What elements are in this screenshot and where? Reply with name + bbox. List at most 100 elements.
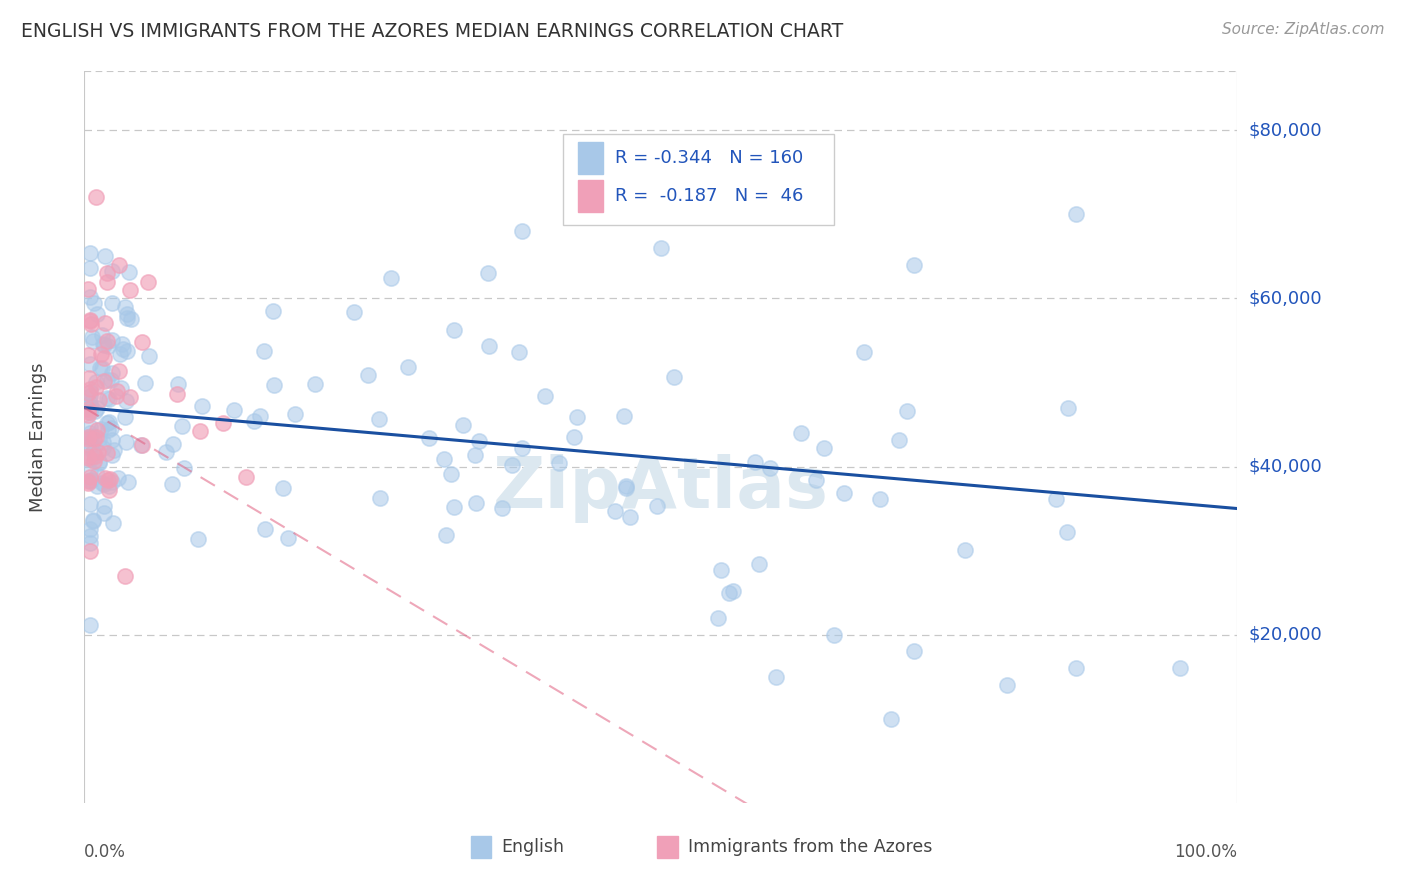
Point (96, 417, 118, 431)
Point (155, 445, 177, 459)
Text: $60,000: $60,000 (1249, 289, 1322, 308)
Point (83, 296, 105, 310)
Point (534, 389, 557, 403)
Text: ENGLISH VS IMMIGRANTS FROM THE AZORES MEDIAN EARNINGS CORRELATION CHART: ENGLISH VS IMMIGRANTS FROM THE AZORES ME… (21, 22, 844, 41)
Point (79, 400, 101, 414)
Point (1057, 401, 1080, 416)
Point (93, 374, 115, 388)
Point (508, 345, 530, 359)
Point (478, 339, 501, 353)
Point (76, 432, 98, 446)
Point (370, 491, 392, 505)
Point (443, 500, 465, 514)
Point (1064, 661, 1087, 675)
Point (434, 528, 457, 542)
Point (76, 449, 98, 463)
Point (501, 458, 523, 472)
Point (468, 434, 491, 448)
Point (76, 282, 98, 296)
Point (100, 373, 122, 387)
Point (243, 414, 266, 428)
Point (89, 392, 111, 407)
Point (89, 455, 111, 469)
Point (80, 473, 103, 487)
Point (111, 336, 134, 351)
Point (191, 400, 214, 414)
Point (79, 396, 101, 410)
Point (790, 425, 813, 440)
Point (76, 402, 98, 417)
Point (79, 382, 101, 396)
Point (804, 474, 827, 488)
Point (79, 314, 101, 328)
Point (79, 618, 101, 632)
Point (101, 333, 124, 347)
Text: 0.0%: 0.0% (84, 843, 127, 861)
Point (97, 473, 120, 487)
Point (79, 464, 101, 478)
Point (86, 478, 108, 492)
Point (619, 510, 641, 524)
Point (464, 448, 486, 462)
Point (614, 479, 637, 493)
Point (105, 384, 128, 398)
Point (510, 441, 533, 455)
Point (162, 437, 184, 451)
Point (86, 467, 108, 482)
Point (380, 271, 402, 285)
Point (111, 342, 134, 356)
Point (120, 283, 142, 297)
Point (253, 344, 276, 359)
Text: 100.0%: 100.0% (1174, 843, 1237, 861)
Point (131, 438, 153, 452)
Point (605, 504, 627, 518)
Point (91, 435, 114, 450)
Point (548, 456, 571, 470)
Point (173, 461, 195, 475)
Point (97, 339, 120, 353)
Point (96, 266, 118, 280)
Point (80, 317, 103, 331)
Bar (578, 143, 603, 175)
Point (710, 562, 733, 576)
Point (433, 452, 456, 467)
Point (84, 430, 107, 444)
Point (512, 224, 534, 238)
Point (79, 431, 101, 445)
Point (87, 432, 110, 446)
Point (235, 469, 257, 483)
Point (103, 442, 125, 457)
Point (86, 423, 108, 437)
Point (172, 418, 194, 433)
Text: $80,000: $80,000 (1249, 121, 1322, 139)
Point (79, 400, 101, 414)
Point (76, 430, 98, 444)
Point (614, 481, 637, 495)
Point (98, 483, 121, 498)
Point (418, 431, 440, 445)
Point (136, 275, 159, 289)
Text: R = -0.344   N = 160: R = -0.344 N = 160 (614, 149, 803, 168)
Bar (658, 836, 678, 858)
Point (91, 475, 114, 490)
Point (107, 471, 129, 485)
Point (853, 344, 876, 359)
Point (96, 334, 118, 349)
Point (896, 404, 918, 418)
Point (117, 475, 139, 489)
Point (91, 337, 114, 351)
Point (101, 516, 124, 531)
Point (101, 264, 124, 278)
Point (120, 390, 142, 404)
Text: Immigrants from the Azores: Immigrants from the Azores (689, 838, 932, 855)
Point (880, 712, 903, 726)
Point (93, 351, 115, 365)
Point (93, 500, 115, 514)
Point (79, 261, 101, 276)
Point (97, 479, 120, 493)
Point (96, 391, 118, 405)
Point (76, 408, 98, 422)
Point (79, 451, 101, 466)
Point (97, 392, 120, 406)
Point (76, 451, 98, 466)
